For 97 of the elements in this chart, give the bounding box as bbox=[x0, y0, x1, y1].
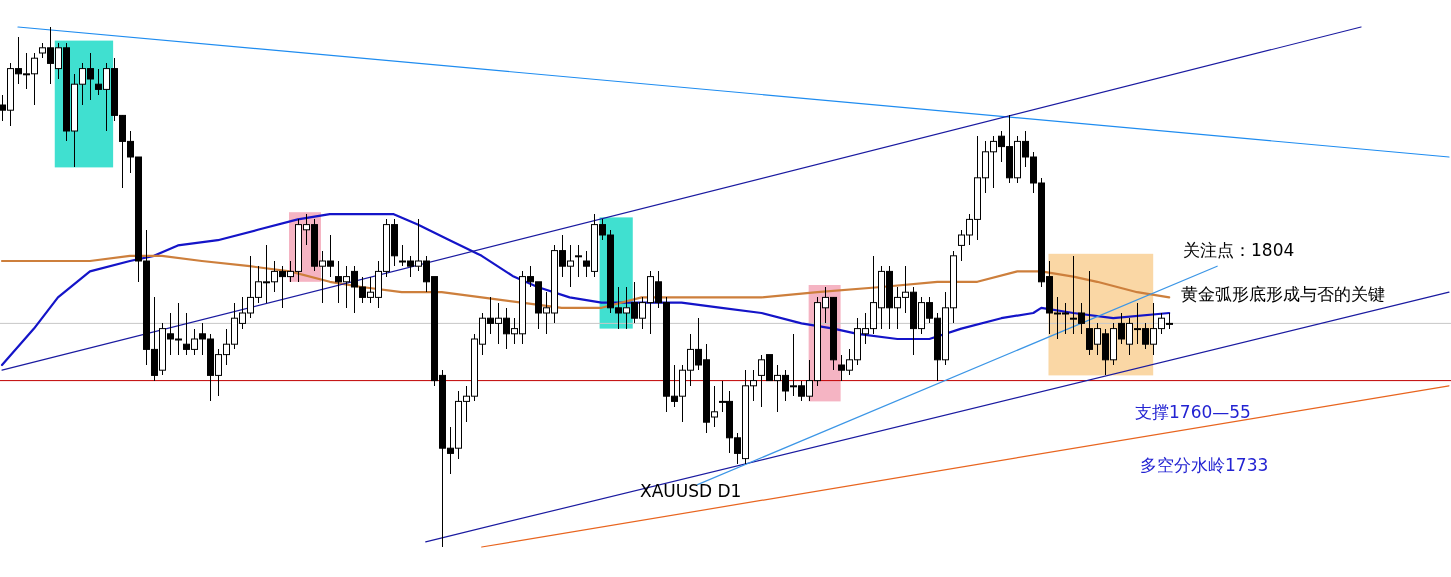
candlestick bbox=[567, 244, 574, 288]
candlestick bbox=[31, 52, 38, 106]
candlestick bbox=[1150, 302, 1157, 356]
candlestick bbox=[1062, 302, 1069, 335]
candlestick bbox=[359, 276, 366, 304]
candlestick bbox=[527, 265, 534, 288]
candlestick bbox=[631, 281, 638, 324]
candlestick bbox=[1134, 302, 1141, 345]
candlestick bbox=[599, 218, 606, 241]
candlestick bbox=[894, 286, 901, 330]
candlestick bbox=[23, 52, 30, 90]
candlestick bbox=[806, 359, 813, 402]
candlestick bbox=[822, 286, 829, 324]
candlestick bbox=[511, 317, 518, 345]
candlestick bbox=[407, 255, 414, 278]
candlestick bbox=[447, 426, 454, 475]
candlestick bbox=[319, 250, 326, 304]
annotation: 多空分水岭1733 bbox=[1140, 455, 1269, 475]
candlestick bbox=[199, 322, 206, 356]
candlestick bbox=[0, 94, 6, 122]
candlestick bbox=[15, 36, 22, 85]
candlestick bbox=[495, 302, 502, 345]
candlestick bbox=[367, 276, 374, 304]
candlestick bbox=[223, 328, 230, 366]
candlestick bbox=[335, 260, 342, 304]
candlestick bbox=[1126, 317, 1133, 356]
candlestick bbox=[862, 312, 869, 345]
candlestick bbox=[1070, 255, 1077, 335]
candlestick bbox=[639, 296, 646, 330]
annotation: 黄金弧形底形成与否的关键 bbox=[1181, 284, 1385, 304]
candlestick bbox=[774, 364, 781, 413]
candlestick bbox=[1022, 130, 1029, 168]
candlestick bbox=[327, 234, 334, 278]
candlestick bbox=[255, 265, 262, 304]
candlestick bbox=[902, 265, 909, 314]
candlestick bbox=[175, 302, 182, 356]
candlestick bbox=[798, 380, 805, 402]
candlestick bbox=[1118, 312, 1125, 345]
candlestick bbox=[343, 265, 350, 309]
candlestick bbox=[543, 291, 550, 335]
candlestick bbox=[127, 130, 134, 174]
candlestick bbox=[415, 218, 422, 272]
annotation: 支撑1760—55 bbox=[1135, 402, 1251, 422]
candlestick bbox=[958, 229, 965, 262]
candlestick bbox=[87, 52, 94, 101]
candlestick bbox=[103, 62, 110, 132]
candlestick bbox=[559, 234, 566, 278]
candlestick bbox=[695, 317, 702, 371]
candlestick bbox=[623, 286, 630, 330]
candlestick bbox=[655, 270, 662, 309]
candlestick bbox=[215, 348, 222, 397]
candlestick bbox=[926, 296, 933, 324]
candlestick bbox=[758, 354, 765, 408]
candlestick bbox=[191, 328, 198, 356]
candlestick bbox=[846, 348, 853, 376]
annotation: 关注点：1804 bbox=[1183, 240, 1295, 260]
candlestick bbox=[303, 213, 310, 246]
candlestick bbox=[183, 312, 190, 356]
candlestick bbox=[463, 385, 470, 423]
candlestick bbox=[838, 354, 845, 382]
candlestick bbox=[671, 364, 678, 408]
candlestick bbox=[271, 260, 278, 293]
candlestick bbox=[782, 369, 789, 402]
candlestick bbox=[247, 255, 254, 319]
candlestick bbox=[47, 26, 54, 85]
candlestick bbox=[990, 135, 997, 189]
candlestick bbox=[583, 250, 590, 278]
candlestick bbox=[734, 432, 741, 465]
candlestick bbox=[263, 244, 270, 304]
candlestick bbox=[998, 130, 1005, 163]
candlestick bbox=[719, 380, 726, 413]
candlestick bbox=[750, 369, 757, 402]
candlestick bbox=[790, 333, 797, 397]
candlestick bbox=[1086, 270, 1093, 356]
candlestick bbox=[1094, 322, 1101, 356]
candlestick bbox=[687, 333, 694, 387]
candlestick bbox=[167, 312, 174, 356]
candlestick bbox=[279, 265, 286, 309]
candlestick bbox=[1142, 322, 1149, 350]
candlestick bbox=[79, 62, 86, 106]
candlestick bbox=[1158, 312, 1165, 335]
candlestick bbox=[1054, 296, 1061, 340]
candlestick bbox=[503, 307, 510, 350]
candlestick bbox=[966, 213, 973, 246]
candlestick bbox=[711, 385, 718, 428]
candlestick bbox=[95, 68, 102, 96]
candlestick bbox=[423, 255, 430, 293]
candlestick bbox=[239, 296, 246, 330]
candlestick bbox=[1078, 302, 1085, 335]
candlestick bbox=[615, 286, 622, 330]
candlestick bbox=[55, 42, 62, 80]
candlestick bbox=[575, 244, 582, 278]
candlestick bbox=[351, 265, 358, 314]
candlestick bbox=[287, 260, 294, 283]
annotation: XAUUSD D1 bbox=[640, 481, 742, 501]
candlestick bbox=[487, 296, 494, 335]
candlestick bbox=[399, 244, 406, 267]
